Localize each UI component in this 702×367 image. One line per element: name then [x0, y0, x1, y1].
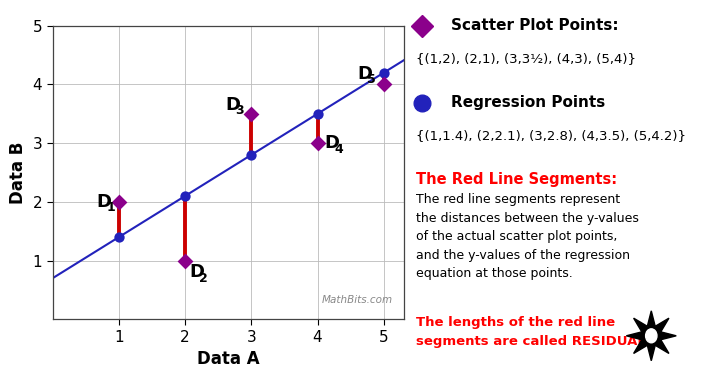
- Text: {(1,1.4), (2,2.1), (3,2.8), (4,3.5), (5,4.2)}: {(1,1.4), (2,2.1), (3,2.8), (4,3.5), (5,…: [416, 129, 686, 142]
- Text: 4: 4: [334, 142, 343, 156]
- Text: {(1,2), (2,1), (3,3½), (4,3), (5,4)}: {(1,2), (2,1), (3,3½), (4,3), (5,4)}: [416, 52, 635, 65]
- Text: 1: 1: [107, 201, 115, 214]
- Point: [180, 258, 191, 264]
- Text: D: D: [324, 134, 340, 152]
- Text: D: D: [358, 65, 373, 83]
- Text: 2: 2: [199, 272, 208, 285]
- Circle shape: [646, 329, 657, 343]
- Y-axis label: Data B: Data B: [9, 141, 27, 204]
- Point: [378, 81, 390, 87]
- Point: [180, 193, 191, 199]
- PathPatch shape: [626, 311, 676, 361]
- Point: [246, 111, 257, 117]
- Text: Regression Points: Regression Points: [451, 95, 606, 110]
- X-axis label: Data A: Data A: [197, 350, 260, 367]
- Text: D: D: [97, 193, 112, 211]
- Text: 3: 3: [235, 104, 244, 117]
- Text: The red line segments represent
the distances between the y-values
of the actual: The red line segments represent the dist…: [416, 193, 638, 280]
- Point: [312, 111, 323, 117]
- Point: [312, 140, 323, 146]
- Text: The Red Line Segments:: The Red Line Segments:: [416, 172, 617, 187]
- Point: [246, 152, 257, 158]
- Point: [378, 70, 390, 76]
- Point: [113, 234, 124, 240]
- Text: 5: 5: [367, 73, 376, 86]
- Text: D: D: [225, 96, 240, 114]
- Point: [113, 199, 124, 205]
- Text: D: D: [190, 263, 204, 281]
- Text: MathBits.com: MathBits.com: [322, 295, 393, 305]
- Text: The lengths of the red line
segments are called RESIDUALS.: The lengths of the red line segments are…: [416, 316, 660, 348]
- Text: Scatter Plot Points:: Scatter Plot Points:: [451, 18, 619, 33]
